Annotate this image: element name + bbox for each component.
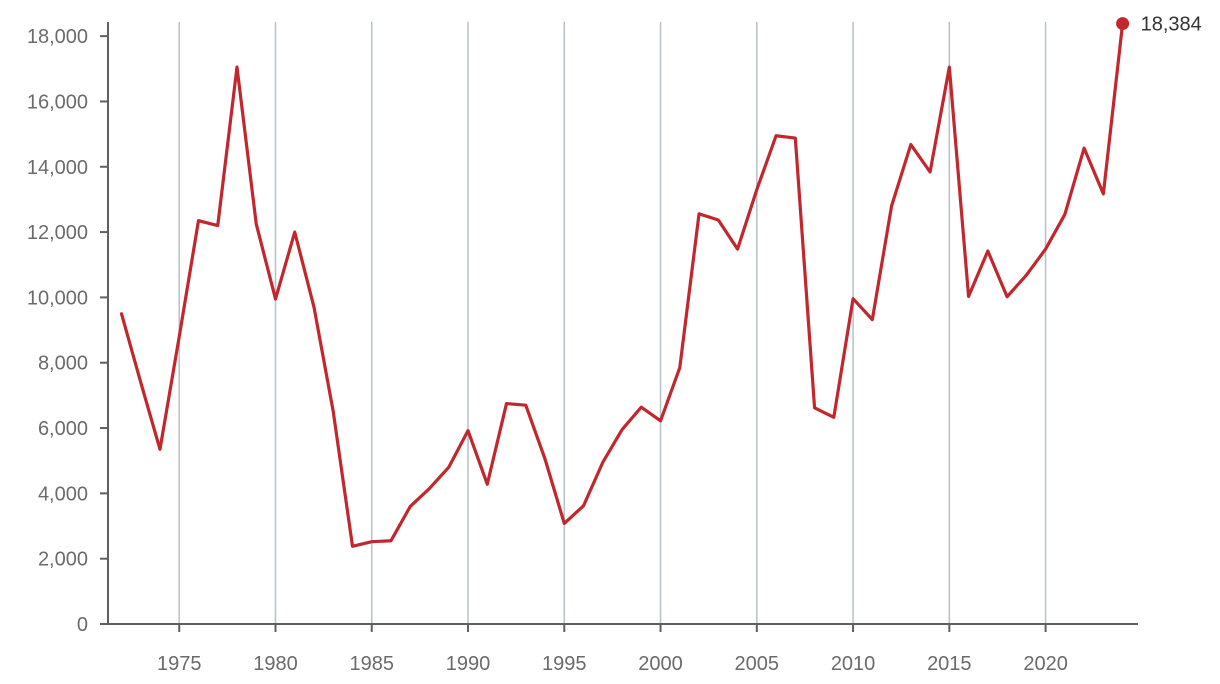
data-point [697,212,701,216]
x-tick-label: 1990 [446,653,491,675]
data-point [1082,146,1086,150]
vertical-gridlines [178,22,1047,624]
data-point [620,428,624,432]
y-tick-label: 8,000 [38,353,88,375]
y-tick-label: 18,000 [27,26,88,48]
data-point [774,134,778,138]
x-tick-label: 2015 [927,653,972,675]
y-tick-label: 0 [77,614,88,636]
data-point [755,188,759,192]
y-tick-label: 16,000 [27,91,88,113]
data-point [1101,192,1105,196]
data-point [967,294,971,298]
data-point [678,366,682,370]
data-point [158,447,162,451]
data-point [196,219,200,223]
x-axis-ticks: 1975 1980 1985 1990 1995 2000 2005 2010 2015 2020 [157,624,1068,675]
data-point [716,218,720,222]
last-value-label: 18,384 [1141,14,1202,36]
series-layer [119,21,1125,548]
data-point [408,504,412,508]
x-tick-label: 2010 [831,653,876,675]
data-point [447,465,451,469]
y-tick-label: 14,000 [27,157,88,179]
data-point [331,410,335,414]
x-tick-label: 1980 [253,653,298,675]
data-points [119,17,1130,548]
y-tick-label: 12,000 [27,222,88,244]
data-point [543,457,547,461]
x-tick-label: 2020 [1023,653,1068,675]
data-point [389,539,393,543]
x-tick-label: 1995 [542,653,587,675]
data-point [235,65,239,69]
data-point [928,170,932,174]
data-point [139,380,143,384]
data-point [1044,247,1048,251]
data-point [485,482,489,486]
data-point [870,318,874,322]
y-tick-label: 2,000 [38,549,88,571]
data-point [813,406,817,410]
y-axis-ticks: 0 2,000 4,000 6,000 8,000 10,000 12,000 14,000 1… [27,26,108,636]
data-point [466,429,470,433]
y-tick-label: 4,000 [38,483,88,505]
data-point [351,544,355,548]
x-tick-label: 2005 [735,653,780,675]
data-point [832,415,836,419]
data-point [428,486,432,490]
data-point [601,460,605,464]
y-tick-label: 6,000 [38,418,88,440]
data-point [505,402,509,406]
axes [107,22,1138,625]
data-point [524,403,528,407]
data-point [1024,273,1028,277]
data-point [851,297,855,301]
x-tick-label: 1985 [350,653,395,675]
data-point [582,504,586,508]
data-point [216,224,220,228]
data-point [986,249,990,253]
data-point [254,222,258,226]
data-point [119,312,123,316]
data-point [1063,212,1067,216]
x-tick-label: 2000 [638,653,683,675]
data-point [639,405,643,409]
data-point [659,419,663,423]
data-point [890,204,894,208]
data-point [909,143,913,147]
data-point [1005,295,1009,299]
data-point [736,247,740,251]
data-point [273,297,277,301]
data-point [947,65,951,69]
data-point [177,335,181,339]
data-point [562,521,566,525]
data-point [793,136,797,140]
series-line [119,21,1125,548]
y-tick-label: 10,000 [27,287,88,309]
data-point [370,540,374,544]
last-data-point [1116,17,1130,31]
data-point [312,305,316,309]
data-point [293,230,297,234]
x-tick-label: 1975 [157,653,202,675]
